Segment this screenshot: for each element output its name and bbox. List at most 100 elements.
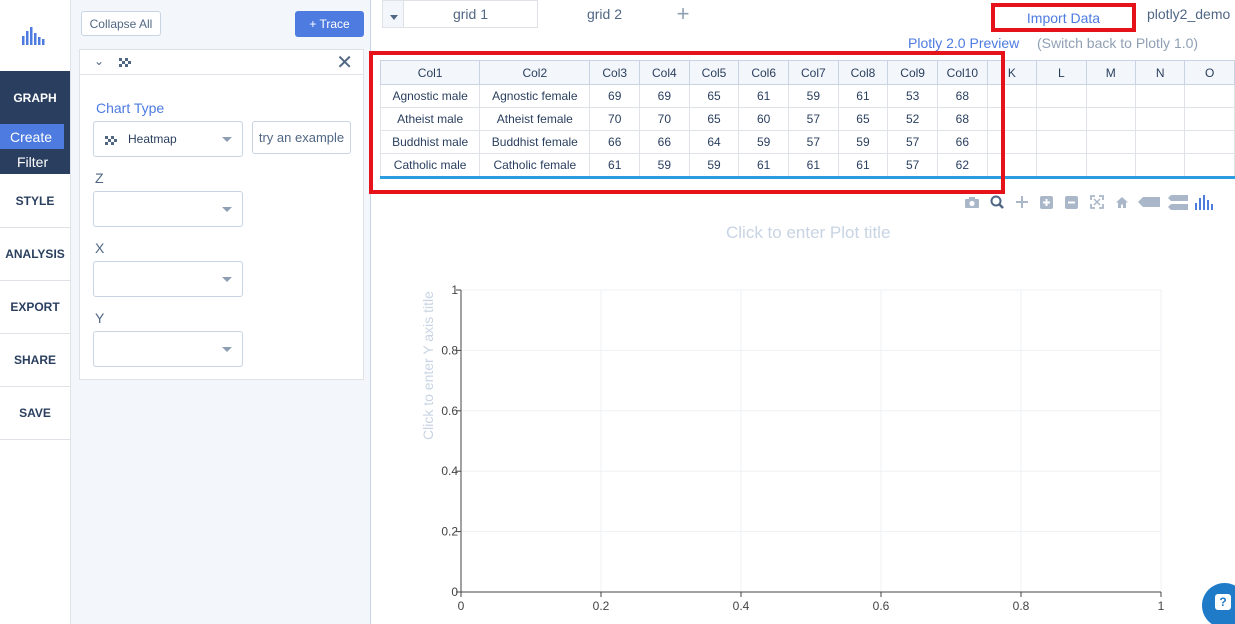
grid-cell[interactable]: 59 [788,84,839,108]
x-select[interactable] [93,261,243,297]
grid-header-cell[interactable]: M [1085,60,1137,85]
grid-cell[interactable]: 57 [887,153,938,177]
grid-cell[interactable] [1134,153,1186,177]
nav-share[interactable]: SHARE [0,334,70,387]
reset-axes-icon[interactable] [1109,193,1134,211]
grid-header-cell[interactable]: K [986,60,1038,85]
trace-card-header[interactable]: ⌄ ✕ [80,50,363,75]
grid-cell[interactable]: 57 [788,107,839,131]
grid-cell[interactable]: 69 [639,84,690,108]
grid-cell[interactable] [1134,130,1186,154]
grid-cell[interactable] [1036,84,1087,108]
grid-header-cell[interactable]: Col8 [837,60,889,85]
pan-icon[interactable] [1009,193,1034,211]
grid-cell[interactable]: Buddhist female [479,130,591,154]
grid-cell[interactable] [986,107,1038,131]
grid-cell[interactable] [1085,84,1137,108]
grid-cell[interactable]: 59 [639,153,690,177]
grid-cell[interactable]: 57 [788,130,839,154]
add-trace-button[interactable]: + Trace [295,11,364,37]
autoscale-icon[interactable] [1084,193,1109,211]
grid-header-cell[interactable]: O [1184,60,1235,85]
grid-cell[interactable]: Buddhist male [379,130,481,154]
grid-cell[interactable]: Atheist male [379,107,481,131]
zoom-out-icon[interactable] [1059,193,1084,211]
grid-cell[interactable] [1036,130,1087,154]
grid-cell[interactable]: 68 [936,107,988,131]
grid-header-cell[interactable]: Col6 [738,60,789,85]
collapse-all-button[interactable]: Collapse All [81,11,161,36]
grid-header-cell[interactable]: Col9 [887,60,938,85]
grid-cell[interactable]: 64 [688,130,740,154]
nav-export[interactable]: EXPORT [0,281,70,334]
grid-cell[interactable]: Agnostic female [479,84,591,108]
z-select[interactable] [93,191,243,227]
grid-cell[interactable]: 66 [589,130,641,154]
try-example-button[interactable]: try an example [252,121,351,154]
grid-cell[interactable] [986,84,1038,108]
grid-cell[interactable]: 59 [738,130,789,154]
grid-cell[interactable] [1134,84,1186,108]
grid-cell[interactable]: 59 [837,130,889,154]
grid-header-cell[interactable]: Col3 [589,60,641,85]
grid-cell[interactable]: 61 [788,153,839,177]
plotly-logo-icon[interactable] [1192,193,1217,211]
grid-cell[interactable] [986,130,1038,154]
grid-header-cell[interactable]: Col10 [936,60,988,85]
grid-cell[interactable]: 61 [837,84,889,108]
grid-cell[interactable]: 61 [589,153,641,177]
grid-cell[interactable]: 52 [887,107,938,131]
grid-header-cell[interactable]: Col2 [479,60,591,85]
nav-create[interactable]: Create [0,124,70,149]
grid-cell[interactable]: Catholic female [479,153,591,177]
grid-header-cell[interactable]: Col5 [688,60,740,85]
grid-cell[interactable]: 57 [887,130,938,154]
grid-header-cell[interactable]: L [1036,60,1087,85]
chart-type-select[interactable]: Heatmap [93,121,243,157]
grid-cell[interactable] [1184,130,1235,154]
grid-cell[interactable]: 60 [738,107,789,131]
zoom-in-icon[interactable] [1034,193,1059,211]
chevron-down-icon[interactable]: ⌄ [94,54,105,68]
camera-icon[interactable] [959,193,984,211]
grid-header-cell[interactable]: Col1 [379,60,481,85]
grid-cell[interactable]: 68 [936,84,988,108]
grid-cell[interactable]: 61 [738,84,789,108]
grid-cell[interactable]: 61 [738,153,789,177]
user-menu[interactable]: plotly2_demo [1147,6,1231,22]
grid-cell[interactable]: Catholic male [379,153,481,177]
add-tab-button[interactable]: + [676,1,690,26]
grid-cell[interactable]: 59 [688,153,740,177]
grid-cell[interactable] [1085,130,1137,154]
grid-cell[interactable]: 69 [589,84,641,108]
grid-header-cell[interactable]: Col7 [788,60,839,85]
help-button[interactable]: ? [1202,583,1235,624]
grid-cell[interactable]: 62 [936,153,988,177]
grid-header-cell[interactable]: Col4 [639,60,690,85]
grid-cell[interactable]: 53 [887,84,938,108]
grid-cell[interactable] [986,153,1038,177]
grid-cell[interactable]: 66 [936,130,988,154]
plot-title-placeholder[interactable]: Click to enter Plot title [726,223,891,242]
tab-grid-2[interactable]: grid 2 [538,0,671,28]
preview-link[interactable]: Plotly 2.0 Preview [908,35,1020,51]
nav-save[interactable]: SAVE [0,387,70,440]
grid-cell[interactable]: 70 [639,107,690,131]
grid-cell[interactable]: 65 [837,107,889,131]
grid-cell[interactable] [1184,107,1235,131]
grid-cell[interactable] [1085,153,1137,177]
grid-cell[interactable] [1184,84,1235,108]
grid-cell[interactable] [1085,107,1137,131]
grid-cell[interactable] [1036,153,1087,177]
switch-back-link[interactable]: (Switch back to Plotly 1.0) [1037,35,1199,51]
tab-menu-button[interactable] [382,0,407,28]
grid-cell[interactable] [1134,107,1186,131]
nav-graph[interactable]: GRAPH [0,71,70,124]
grid-cell[interactable]: 70 [589,107,641,131]
grid-resize-bar[interactable] [380,176,1235,179]
grid-cell[interactable]: 66 [639,130,690,154]
plotly-logo-icon[interactable] [0,0,70,71]
grid-header-cell[interactable]: N [1134,60,1186,85]
zoom-icon[interactable] [984,193,1009,211]
nav-style[interactable]: STYLE [0,175,70,228]
